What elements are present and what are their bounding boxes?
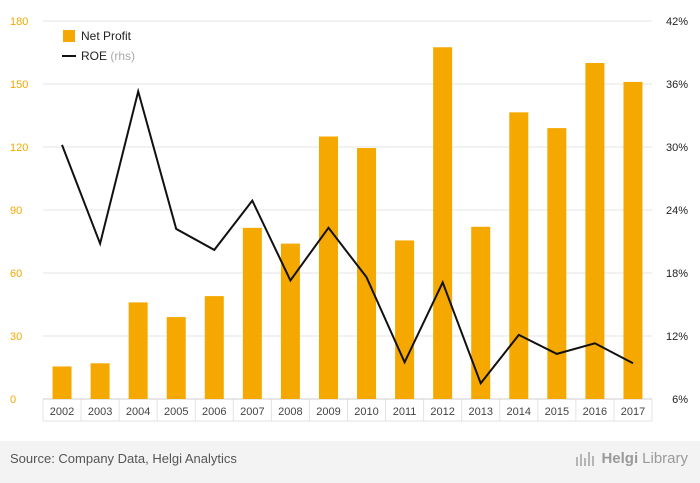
combo-chart: 0 30 60 90 120 150 180 6% 12% 18% 24% 30% 36% 42% 2002… <box>10 16 688 422</box>
legend-label-roe: ROE (rhs) <box>81 49 135 63</box>
bar-net-profit <box>509 112 529 399</box>
bar-net-profit <box>280 243 300 399</box>
y-left-tick-label: 180 <box>10 16 28 28</box>
x-tick-label: 2015 <box>545 406 569 418</box>
y-left-tick-label: 30 <box>10 331 22 343</box>
y-right-tick-label: 42% <box>666 16 688 28</box>
bar-net-profit <box>166 317 186 399</box>
y-left-tick-label: 0 <box>10 394 16 406</box>
y-right-tick-label: 18% <box>666 268 688 280</box>
bar-net-profit <box>433 47 453 399</box>
bar-net-profit <box>395 240 415 399</box>
legend-swatch-net-profit <box>63 30 75 42</box>
x-tick-label: 2004 <box>126 406 150 418</box>
bar-net-profit <box>52 366 72 399</box>
y-left-tick-label: 150 <box>10 79 28 91</box>
x-tick-label: 2003 <box>88 406 112 418</box>
x-tick-label: 2006 <box>202 406 226 418</box>
x-tick-label: 2008 <box>278 406 302 418</box>
x-tick-label: 2016 <box>583 406 607 418</box>
footer: Source: Company Data, Helgi Analytics He… <box>0 441 700 483</box>
bar-net-profit <box>318 136 338 399</box>
bar-net-profit <box>357 148 377 399</box>
brand-name: Helgi <box>601 450 639 467</box>
legend-label-roe-axis-note: (rhs) <box>110 49 135 63</box>
line-roe <box>61 87 634 386</box>
x-tick-label: 2002 <box>50 406 74 418</box>
bar-net-profit <box>242 227 262 399</box>
bar-net-profit <box>547 128 567 399</box>
x-tick-label: 2012 <box>430 406 454 418</box>
x-tick-label: 2005 <box>164 406 188 418</box>
brand-name-suffix: Library <box>642 450 688 467</box>
y-right-tick-label: 30% <box>666 142 688 154</box>
legend-label-roe-name: ROE <box>81 49 110 63</box>
y-right-tick-label: 36% <box>666 79 688 91</box>
legend-label-net-profit: Net Profit <box>81 29 132 43</box>
y-right-tick-label: 12% <box>666 331 688 343</box>
bar-net-profit <box>471 226 491 399</box>
y-left-tick-label: 60 <box>10 268 22 280</box>
y-right-tick-label: 6% <box>672 394 688 406</box>
bar-net-profit <box>204 296 224 399</box>
y-right-tick-label: 24% <box>666 205 688 217</box>
brand-logo: Helgi Library <box>575 450 688 467</box>
x-tick-label: 2017 <box>621 406 645 418</box>
y-left-tick-label: 90 <box>10 205 22 217</box>
x-tick-label: 2013 <box>468 406 492 418</box>
bar-net-profit <box>90 363 110 399</box>
bar-net-profit <box>623 81 643 400</box>
x-tick-label: 2007 <box>240 406 264 418</box>
x-tick-label: 2010 <box>354 406 378 418</box>
bar-net-profit <box>128 302 148 399</box>
library-icon <box>576 451 595 466</box>
x-tick-label: 2011 <box>393 406 417 418</box>
y-left-tick-label: 120 <box>10 142 28 154</box>
bar-net-profit <box>585 63 605 399</box>
source-note: Source: Company Data, Helgi Analytics <box>10 451 237 466</box>
x-tick-label: 2009 <box>316 406 340 418</box>
x-tick-label: 2014 <box>507 406 531 418</box>
